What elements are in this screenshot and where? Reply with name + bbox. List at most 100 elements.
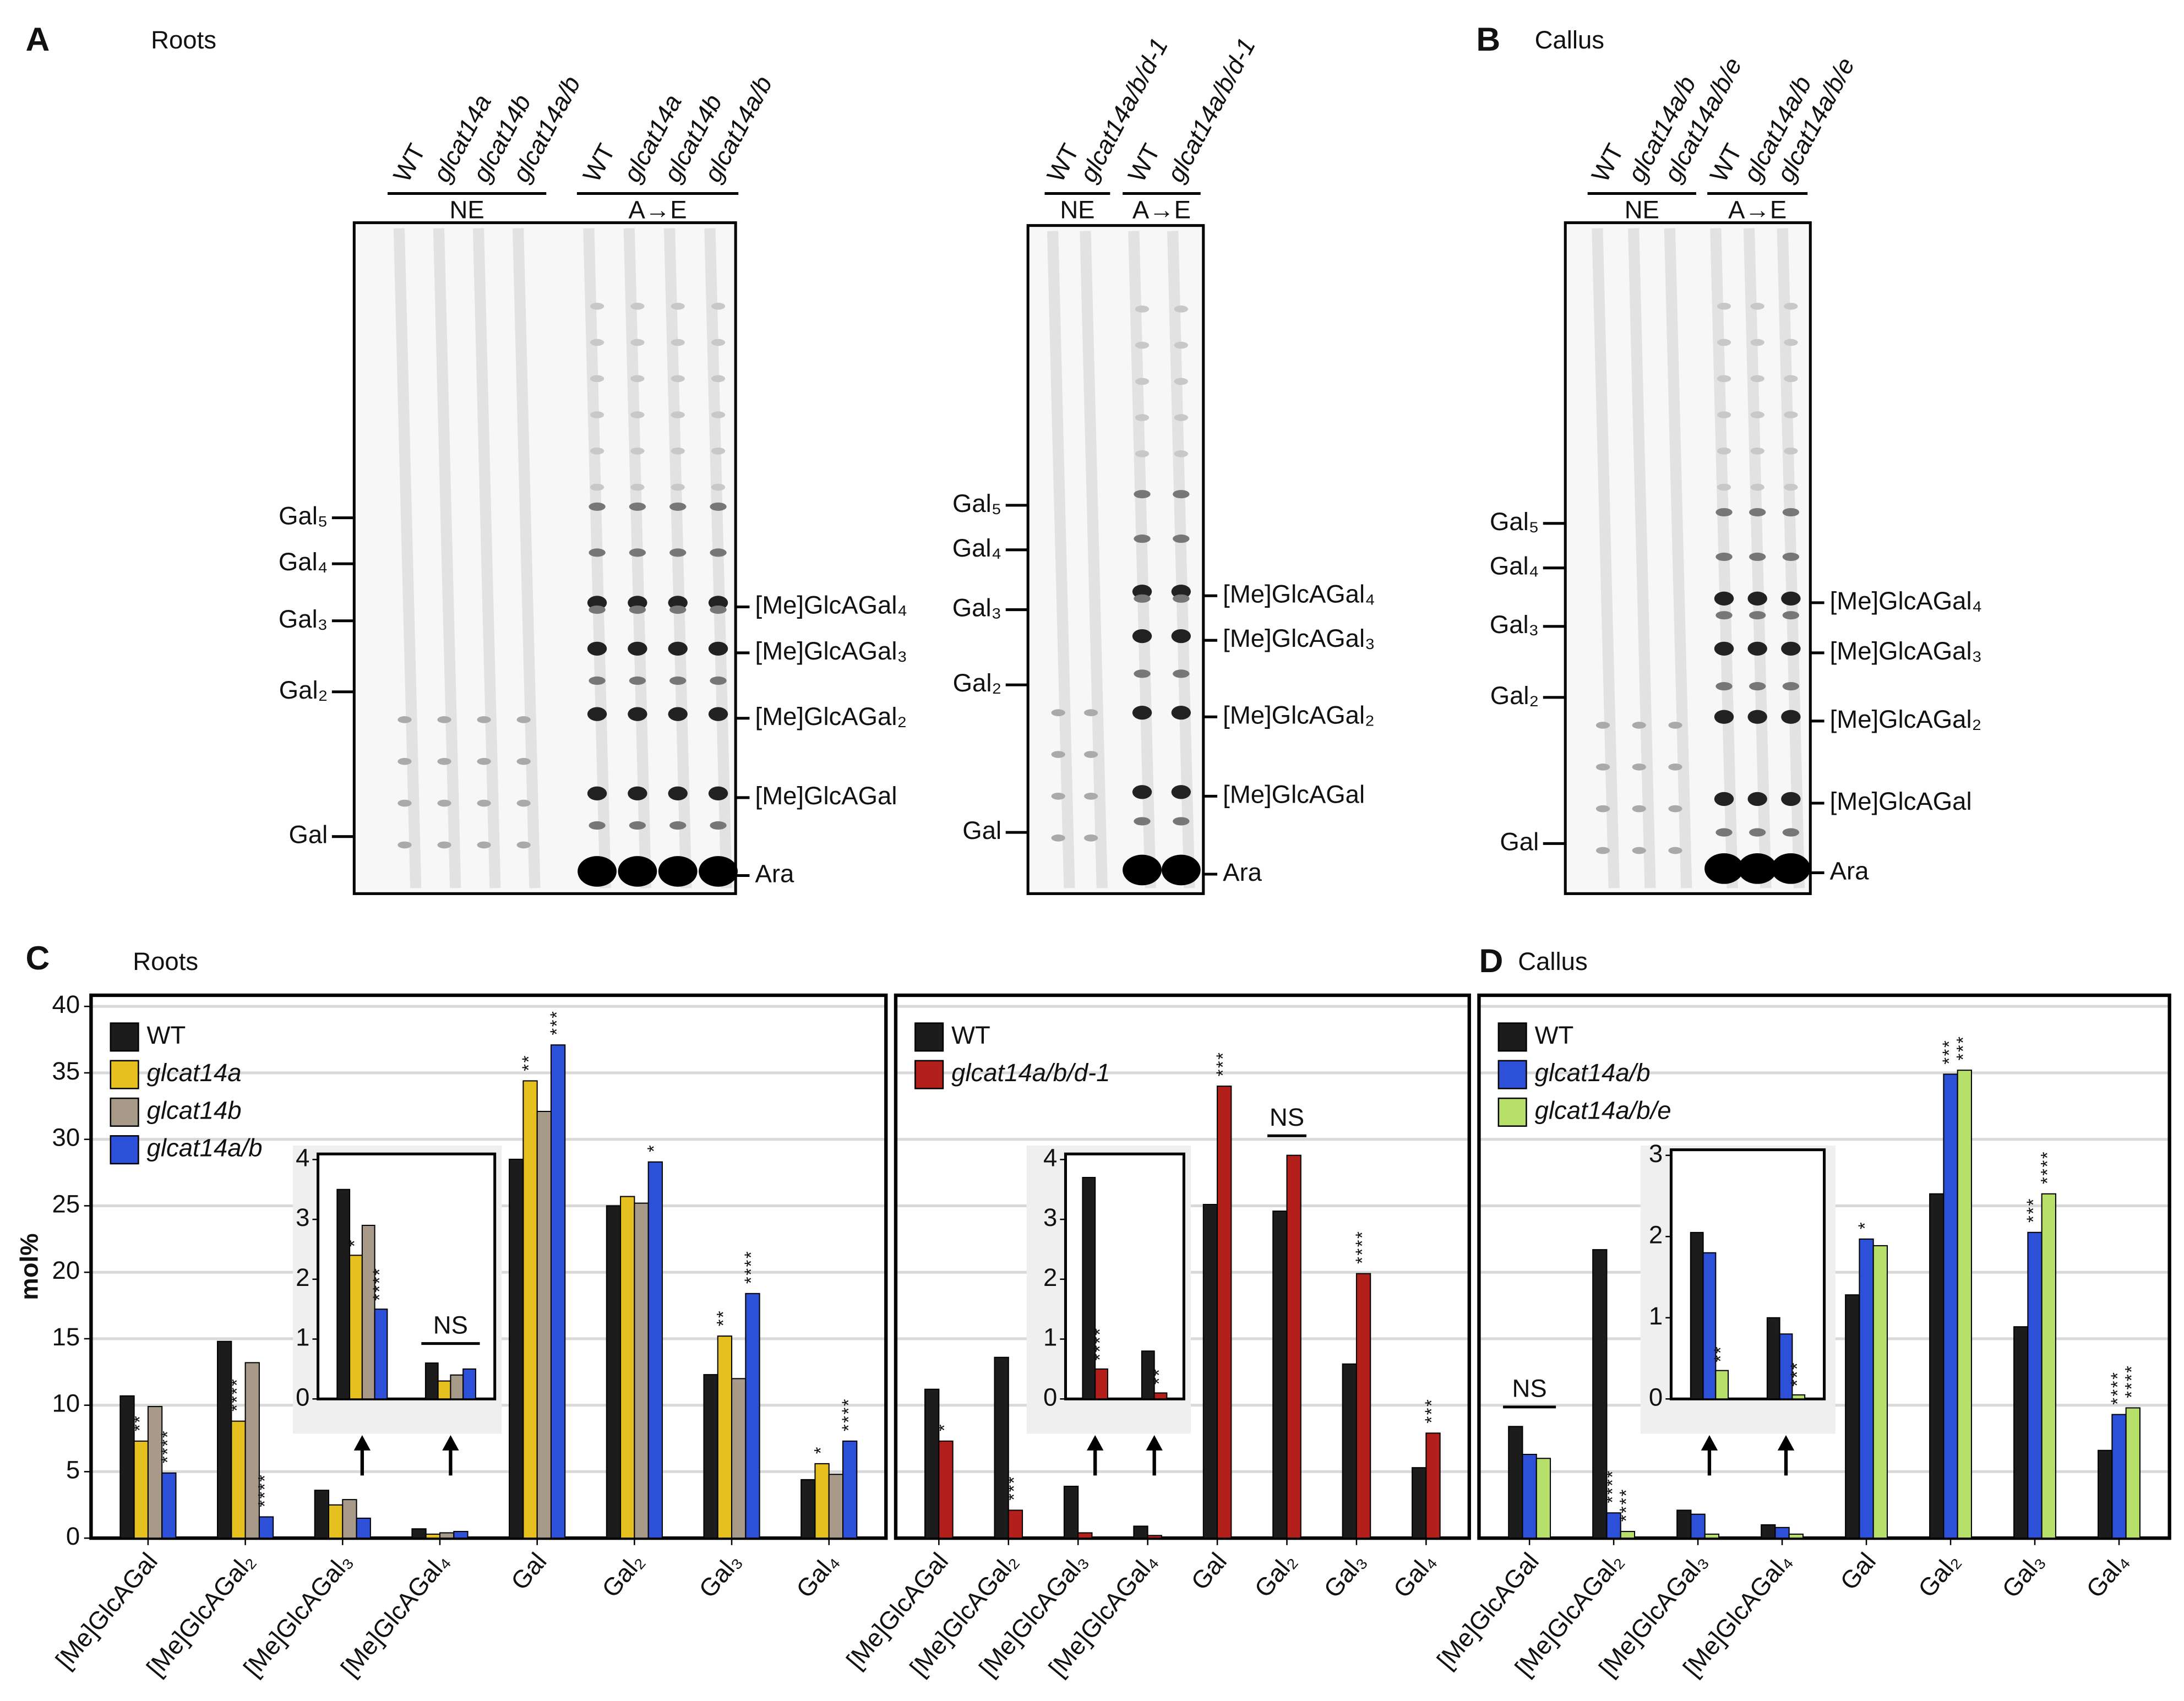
gel-band bbox=[590, 339, 604, 346]
panel-letter: B bbox=[1476, 20, 1500, 58]
marker-label: [Me]GlcAGal₃ bbox=[1223, 624, 1375, 652]
gel-band bbox=[1715, 682, 1733, 691]
marker-label: [Me]GlcAGal₃ bbox=[755, 637, 907, 665]
gel-band bbox=[618, 856, 657, 887]
marker-label: [Me]GlcAGal₃ bbox=[1830, 637, 1982, 665]
gel-band bbox=[1781, 792, 1801, 806]
gel-band bbox=[1051, 751, 1065, 758]
significance: * bbox=[934, 1423, 955, 1431]
gel-band bbox=[710, 605, 727, 614]
group-label: NE bbox=[1625, 195, 1659, 223]
gel-band bbox=[1051, 709, 1065, 716]
gel-band bbox=[1595, 722, 1610, 729]
gel-band bbox=[710, 676, 727, 685]
gel-band bbox=[708, 786, 728, 800]
gel-band bbox=[669, 502, 687, 511]
bar bbox=[1272, 1211, 1288, 1539]
bar bbox=[745, 1293, 760, 1539]
gel-band bbox=[1750, 483, 1764, 491]
legend-label: glcat14a/b/e bbox=[1535, 1096, 1671, 1124]
bar bbox=[1133, 1525, 1148, 1539]
marker-label: Gal₃ bbox=[279, 605, 328, 633]
significance: **** bbox=[157, 1430, 178, 1463]
bar bbox=[1788, 1533, 1804, 1539]
gel-band bbox=[1738, 853, 1777, 884]
bar bbox=[703, 1374, 718, 1539]
lane-smear bbox=[1128, 231, 1156, 888]
gel-band bbox=[477, 716, 491, 723]
bar bbox=[439, 1532, 455, 1539]
marker-label: [Me]GlcAGal₂ bbox=[755, 702, 907, 730]
significance: **** bbox=[1090, 1327, 1110, 1360]
bar bbox=[1355, 1273, 1371, 1539]
legend-swatch bbox=[110, 1022, 139, 1052]
inset-y-tick-label: 1 bbox=[1649, 1302, 1663, 1330]
bar bbox=[1063, 1485, 1079, 1539]
gel-band bbox=[1715, 611, 1733, 620]
ns-label: NS bbox=[1512, 1375, 1547, 1403]
gel-band bbox=[1135, 341, 1150, 349]
arrow-head bbox=[1087, 1435, 1104, 1451]
marker-label: [Me]GlcAGal₄ bbox=[755, 591, 907, 619]
bar bbox=[731, 1378, 747, 1539]
gel-band bbox=[1632, 722, 1646, 729]
bar bbox=[1592, 1249, 1608, 1539]
gel-band bbox=[1784, 302, 1798, 310]
gel-band bbox=[629, 548, 646, 557]
marker-label: [Me]GlcAGal bbox=[755, 782, 897, 810]
bar bbox=[1872, 1245, 1888, 1539]
gel-band bbox=[630, 447, 645, 455]
gel-band bbox=[590, 411, 604, 418]
lane-smear bbox=[1628, 228, 1656, 888]
gel-band bbox=[477, 757, 491, 765]
gel-band bbox=[1161, 854, 1201, 886]
gel-band bbox=[1174, 341, 1188, 349]
inset-bar bbox=[1153, 1392, 1168, 1400]
marker-label: Gal₄ bbox=[279, 548, 328, 576]
gel-band bbox=[1051, 793, 1065, 800]
gel-band bbox=[1134, 669, 1151, 678]
legend-swatch bbox=[110, 1135, 139, 1165]
bar bbox=[161, 1472, 177, 1539]
gel-band bbox=[590, 483, 604, 491]
inset-bar bbox=[462, 1368, 476, 1400]
significance: *** bbox=[1004, 1475, 1024, 1501]
significance: *** bbox=[1212, 1051, 1233, 1076]
gel-band bbox=[1747, 710, 1767, 724]
bar bbox=[1007, 1509, 1023, 1539]
gel-band bbox=[1173, 817, 1190, 826]
gel-band bbox=[1668, 763, 1682, 771]
gel-band bbox=[669, 548, 687, 557]
gel-band bbox=[669, 676, 687, 685]
gel-band bbox=[397, 799, 412, 807]
y-tick-label: 10 bbox=[52, 1389, 80, 1417]
bar bbox=[356, 1517, 371, 1539]
y-tick-label: 15 bbox=[52, 1323, 80, 1351]
bar bbox=[924, 1388, 940, 1539]
gel-band bbox=[397, 841, 412, 849]
gel-band bbox=[516, 841, 531, 849]
gel-band bbox=[1784, 375, 1798, 383]
legend-label: glcat14b bbox=[147, 1096, 242, 1124]
significance: *** bbox=[1939, 1039, 1959, 1065]
gel-band bbox=[1123, 854, 1162, 886]
gel-band bbox=[1714, 591, 1734, 606]
gel-band bbox=[630, 302, 645, 310]
gel-band bbox=[1749, 552, 1766, 561]
gel-band bbox=[578, 856, 617, 887]
significance: **** bbox=[254, 1474, 275, 1507]
gel-band bbox=[1134, 817, 1151, 826]
bar bbox=[1606, 1512, 1621, 1539]
lane-smear bbox=[663, 228, 692, 888]
significance: ** bbox=[129, 1415, 150, 1432]
bar bbox=[1342, 1363, 1357, 1539]
gel-band bbox=[708, 596, 728, 610]
legend-swatch bbox=[914, 1060, 944, 1089]
gel-band bbox=[1668, 805, 1682, 813]
gel-band bbox=[589, 605, 606, 614]
gel-band bbox=[1132, 629, 1152, 644]
bar bbox=[1774, 1526, 1790, 1539]
group-label: A→E bbox=[628, 195, 687, 223]
gel-band bbox=[1784, 447, 1798, 455]
gel-band bbox=[1717, 339, 1731, 346]
